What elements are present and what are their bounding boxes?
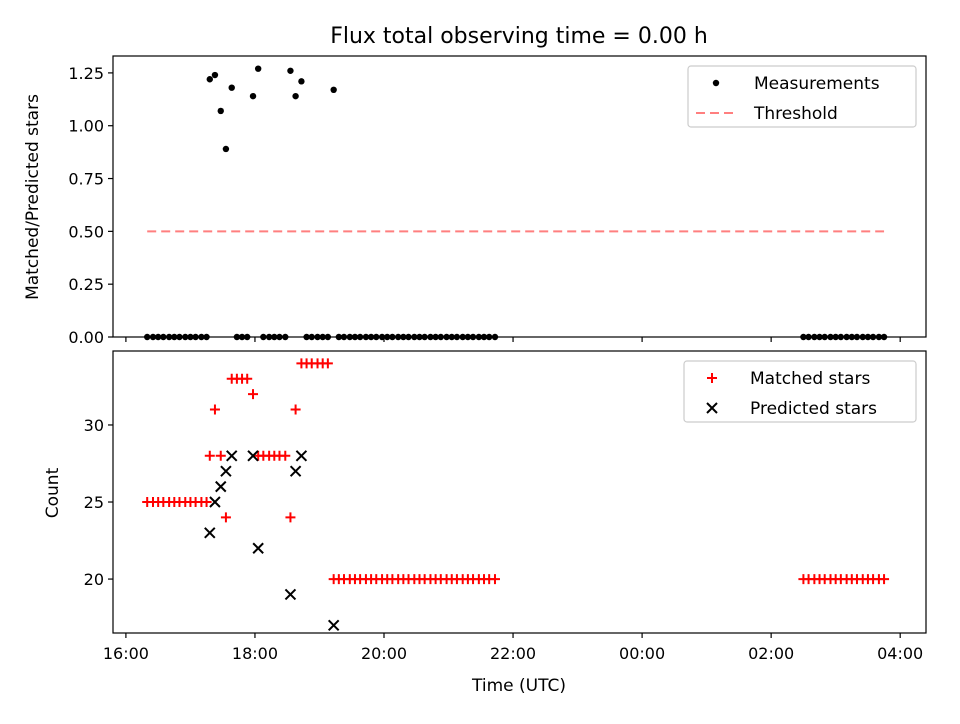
matched-star-point bbox=[201, 497, 212, 508]
x-tick-label: 22:00 bbox=[490, 644, 536, 663]
predicted-star-point bbox=[284, 588, 297, 601]
measurement-point bbox=[249, 92, 257, 100]
top-panel: 0.00 0.25 0.50 0.75 1.00 1.25 Measurements Thre… bbox=[68, 55, 927, 347]
y-tick-label: 1.00 bbox=[68, 117, 104, 136]
predicted-star-point bbox=[204, 527, 216, 539]
predicted-star-point bbox=[252, 542, 264, 554]
matched-star-point bbox=[322, 358, 333, 369]
legend-box bbox=[687, 65, 917, 128]
legend-box bbox=[683, 360, 917, 423]
matched-star-point bbox=[879, 574, 890, 585]
legend-label: Measurements bbox=[754, 74, 880, 94]
measurement-point bbox=[222, 145, 230, 153]
measurement-point bbox=[287, 67, 294, 74]
measurement-point bbox=[254, 65, 262, 72]
matched-star-point bbox=[248, 389, 259, 400]
bottom-panel: 20 25 30 16:00 18:00 20:00 22:00 00:00 02:00 04:0… bbox=[84, 350, 927, 663]
matched-star-point bbox=[285, 512, 296, 523]
matched-star-point bbox=[220, 512, 231, 523]
measurement-point bbox=[292, 92, 299, 100]
y-tick-label: 0.00 bbox=[68, 328, 104, 347]
predicted-star-point bbox=[247, 450, 259, 462]
legend-marker-dot bbox=[712, 79, 720, 87]
y-tick-label: 0.50 bbox=[68, 222, 104, 241]
axes-frame bbox=[112, 350, 927, 634]
y-tick-label: 20 bbox=[84, 570, 104, 589]
bottom-y-axis-label: Count bbox=[43, 467, 63, 518]
matched-star-point bbox=[215, 450, 226, 461]
measurement-point bbox=[217, 107, 224, 115]
matched-star-point bbox=[204, 450, 215, 461]
legend-label: Predicted stars bbox=[750, 399, 877, 419]
x-axis-label: Time (UTC) bbox=[471, 676, 566, 696]
matched-star-point bbox=[489, 574, 500, 585]
legend-marker-plus bbox=[707, 373, 717, 383]
predicted-star-point bbox=[327, 619, 340, 632]
measurement-point bbox=[330, 86, 337, 94]
matched-star-point bbox=[209, 404, 220, 415]
predicted-star-point bbox=[289, 465, 302, 477]
predicted-star-point bbox=[215, 480, 227, 493]
measurement-point bbox=[211, 71, 219, 79]
y-tick-label: 0.25 bbox=[68, 275, 104, 294]
matched-star-point bbox=[242, 373, 253, 384]
y-tick-label: 1.25 bbox=[68, 64, 104, 83]
legend-marker-x bbox=[706, 402, 718, 414]
y-tick-label: 30 bbox=[84, 416, 104, 435]
matched-star-point bbox=[280, 450, 291, 461]
x-tick-label: 00:00 bbox=[619, 644, 665, 663]
legend-label: Matched stars bbox=[750, 369, 870, 389]
top-y-axis-label: Matched/Predicted stars bbox=[23, 94, 43, 300]
x-tick-label: 20:00 bbox=[361, 644, 407, 663]
x-tick-label: 16:00 bbox=[103, 644, 149, 663]
measurement-point bbox=[228, 84, 235, 91]
y-tick-label: 0.75 bbox=[68, 170, 104, 189]
predicted-star-point bbox=[295, 450, 308, 462]
predicted-star-point bbox=[226, 450, 238, 462]
axes-frame bbox=[112, 55, 927, 338]
matched-star-point bbox=[290, 404, 301, 415]
chart-title: Flux total observing time = 0.00 h bbox=[330, 24, 708, 49]
measurement-point bbox=[298, 78, 305, 85]
measurement-point bbox=[206, 76, 213, 83]
x-tick-label: 02:00 bbox=[748, 644, 794, 663]
x-tick-label: 18:00 bbox=[232, 644, 278, 663]
x-tick-label: 04:00 bbox=[877, 644, 923, 663]
predicted-star-point bbox=[209, 496, 221, 508]
legend-label: Threshold bbox=[753, 104, 838, 124]
y-tick-label: 25 bbox=[84, 493, 104, 512]
predicted-star-point bbox=[220, 465, 232, 477]
